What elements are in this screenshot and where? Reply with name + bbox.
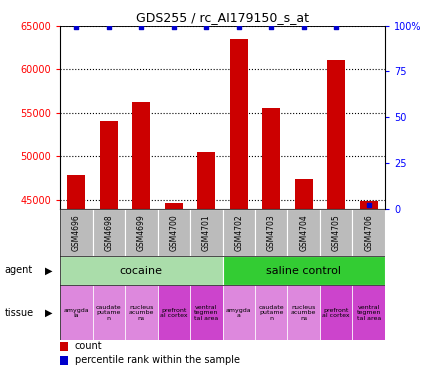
Text: nucleus
acumbe
ns: nucleus acumbe ns [129, 305, 154, 321]
Bar [158, 285, 190, 340]
Bar [320, 209, 352, 256]
Bar [93, 285, 125, 340]
Text: GSM4706: GSM4706 [364, 214, 373, 251]
Bar [230, 39, 248, 209]
Bar [352, 209, 385, 256]
Text: percentile rank within the sample: percentile rank within the sample [75, 355, 240, 365]
Bar [255, 285, 287, 340]
Text: GSM4704: GSM4704 [299, 214, 308, 251]
Bar [295, 179, 313, 209]
Text: ▶: ▶ [45, 308, 53, 318]
Point [105, 25, 113, 30]
Bar [320, 285, 352, 340]
Bar [327, 60, 345, 209]
Text: nucleus
acumbe
ns: nucleus acumbe ns [291, 305, 316, 321]
Text: amygda
la: amygda la [64, 308, 89, 318]
Bar [222, 256, 385, 285]
Text: GSM4699: GSM4699 [137, 214, 146, 251]
Text: GSM4700: GSM4700 [169, 214, 178, 251]
Title: GDS255 / rc_AI179150_s_at: GDS255 / rc_AI179150_s_at [136, 11, 309, 25]
Text: caudate
putame
n: caudate putame n [96, 305, 121, 321]
Text: GSM4702: GSM4702 [234, 214, 243, 251]
Point [235, 25, 243, 30]
Bar [287, 285, 320, 340]
Point [333, 25, 340, 30]
Text: prefront
al cortex: prefront al cortex [322, 308, 350, 318]
Bar [125, 209, 158, 256]
Point [365, 202, 372, 208]
Bar [60, 342, 68, 351]
Text: amygda
a: amygda a [226, 308, 251, 318]
Point [203, 25, 210, 30]
Bar [352, 285, 385, 340]
Text: cocaine: cocaine [120, 266, 163, 276]
Text: GSM4703: GSM4703 [267, 214, 276, 251]
Bar [287, 209, 320, 256]
Bar [158, 209, 190, 256]
Text: GSM4698: GSM4698 [104, 214, 113, 251]
Text: GSM4701: GSM4701 [202, 214, 211, 251]
Bar [197, 152, 215, 209]
Text: ventral
tegmen
tal area: ventral tegmen tal area [194, 305, 218, 321]
Bar [132, 102, 150, 209]
Point [138, 25, 145, 30]
Text: caudate
putame
n: caudate putame n [259, 305, 284, 321]
Bar [60, 256, 222, 285]
Text: tissue: tissue [4, 308, 33, 318]
Bar [222, 209, 255, 256]
Point [300, 25, 307, 30]
Bar [360, 201, 378, 209]
Bar [93, 209, 125, 256]
Text: saline control: saline control [266, 266, 341, 276]
Bar [222, 285, 255, 340]
Bar [67, 175, 85, 209]
Text: ▶: ▶ [45, 265, 53, 276]
Bar [165, 202, 183, 209]
Bar [100, 122, 118, 209]
Bar [60, 209, 93, 256]
Bar [60, 356, 68, 365]
Text: prefront
al cortex: prefront al cortex [160, 308, 188, 318]
Point [73, 25, 80, 30]
Text: ventral
tegmen
tal area: ventral tegmen tal area [356, 305, 381, 321]
Bar [60, 285, 93, 340]
Point [170, 25, 178, 30]
Point [268, 25, 275, 30]
Text: GSM4696: GSM4696 [72, 214, 81, 251]
Bar [255, 209, 287, 256]
Bar [262, 108, 280, 209]
Bar [190, 209, 222, 256]
Text: count: count [75, 341, 102, 351]
Text: GSM4705: GSM4705 [332, 214, 341, 251]
Text: agent: agent [4, 265, 32, 276]
Bar [190, 285, 222, 340]
Bar [125, 285, 158, 340]
